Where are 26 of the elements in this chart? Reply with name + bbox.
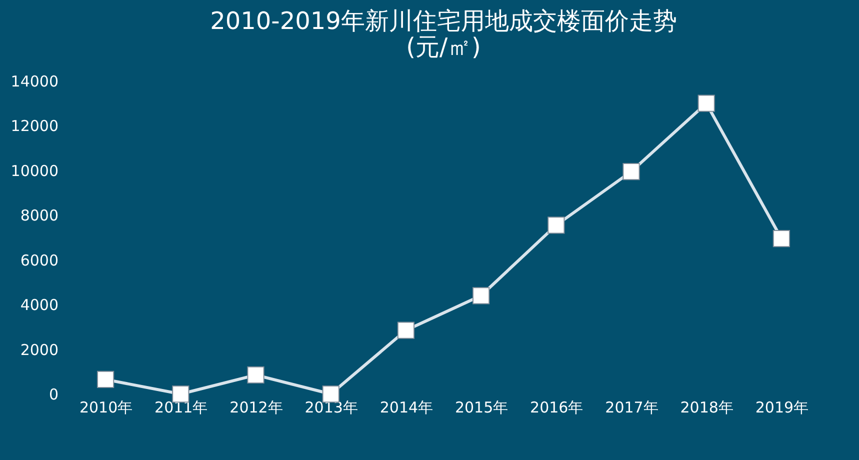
text: 2010-2019年新川住宅用地成交楼面价走势 [210,7,677,35]
point [622,162,640,180]
x-tick-label: 2017年 [605,398,658,416]
point [772,230,790,248]
x-tick-label: 2015年 [454,398,508,416]
point [247,366,264,384]
x-tick-label: 2010年 [79,398,133,416]
point [472,287,490,304]
y-tick-label: 4000 [20,296,58,314]
x-tick-label: 2018年 [680,398,734,416]
y-tick-label: 6000 [20,251,58,270]
point [397,322,415,339]
point [548,216,565,234]
point [698,94,715,112]
x-tick-label: 2016年 [530,398,584,416]
x-tick-label: 2019年 [755,398,809,416]
y-tick-label: 0 [48,386,58,404]
text: (元/㎡) [406,33,481,61]
y-tick-label: 14000 [10,72,58,90]
point [96,370,114,388]
x-tick-label: 2014年 [380,398,434,416]
y-tick-label: 8000 [20,206,58,225]
x-tick-label: 2012年 [230,398,283,416]
y-tick-label: 10000 [10,162,58,180]
y-tick-label: 12000 [10,117,58,136]
y-tick-label: 2000 [20,340,58,359]
